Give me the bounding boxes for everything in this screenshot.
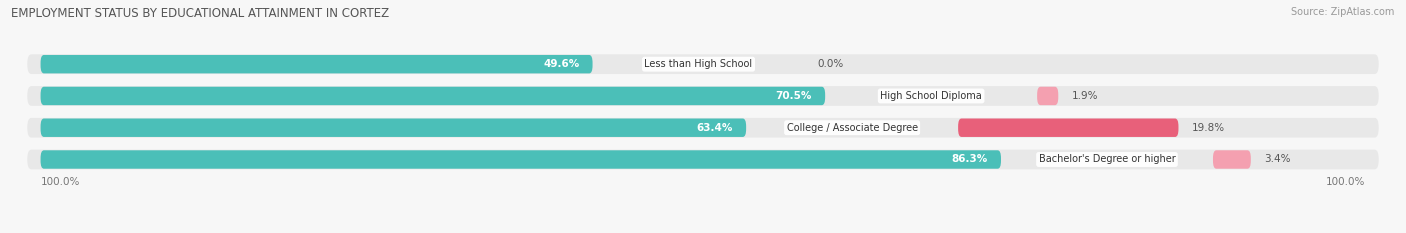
Text: 63.4%: 63.4% [696,123,733,133]
FancyBboxPatch shape [1213,150,1251,169]
FancyBboxPatch shape [957,119,1178,137]
FancyBboxPatch shape [1038,87,1059,105]
Text: 70.5%: 70.5% [776,91,811,101]
Text: 49.6%: 49.6% [543,59,579,69]
Text: 100.0%: 100.0% [41,177,80,187]
Text: Less than High School: Less than High School [644,59,752,69]
Text: EMPLOYMENT STATUS BY EDUCATIONAL ATTAINMENT IN CORTEZ: EMPLOYMENT STATUS BY EDUCATIONAL ATTAINM… [11,7,389,20]
FancyBboxPatch shape [41,150,1001,169]
FancyBboxPatch shape [27,118,1379,137]
Text: High School Diploma: High School Diploma [880,91,981,101]
FancyBboxPatch shape [41,119,747,137]
FancyBboxPatch shape [27,150,1379,169]
Text: College / Associate Degree: College / Associate Degree [786,123,918,133]
Text: Source: ZipAtlas.com: Source: ZipAtlas.com [1291,7,1395,17]
FancyBboxPatch shape [41,87,825,105]
Text: 0.0%: 0.0% [818,59,844,69]
Text: 19.8%: 19.8% [1192,123,1225,133]
FancyBboxPatch shape [27,54,1379,74]
Text: Bachelor's Degree or higher: Bachelor's Degree or higher [1039,154,1175,164]
Text: 86.3%: 86.3% [952,154,988,164]
Text: 1.9%: 1.9% [1071,91,1098,101]
FancyBboxPatch shape [27,86,1379,106]
FancyBboxPatch shape [41,55,592,73]
Text: 3.4%: 3.4% [1264,154,1291,164]
Text: 100.0%: 100.0% [1326,177,1365,187]
